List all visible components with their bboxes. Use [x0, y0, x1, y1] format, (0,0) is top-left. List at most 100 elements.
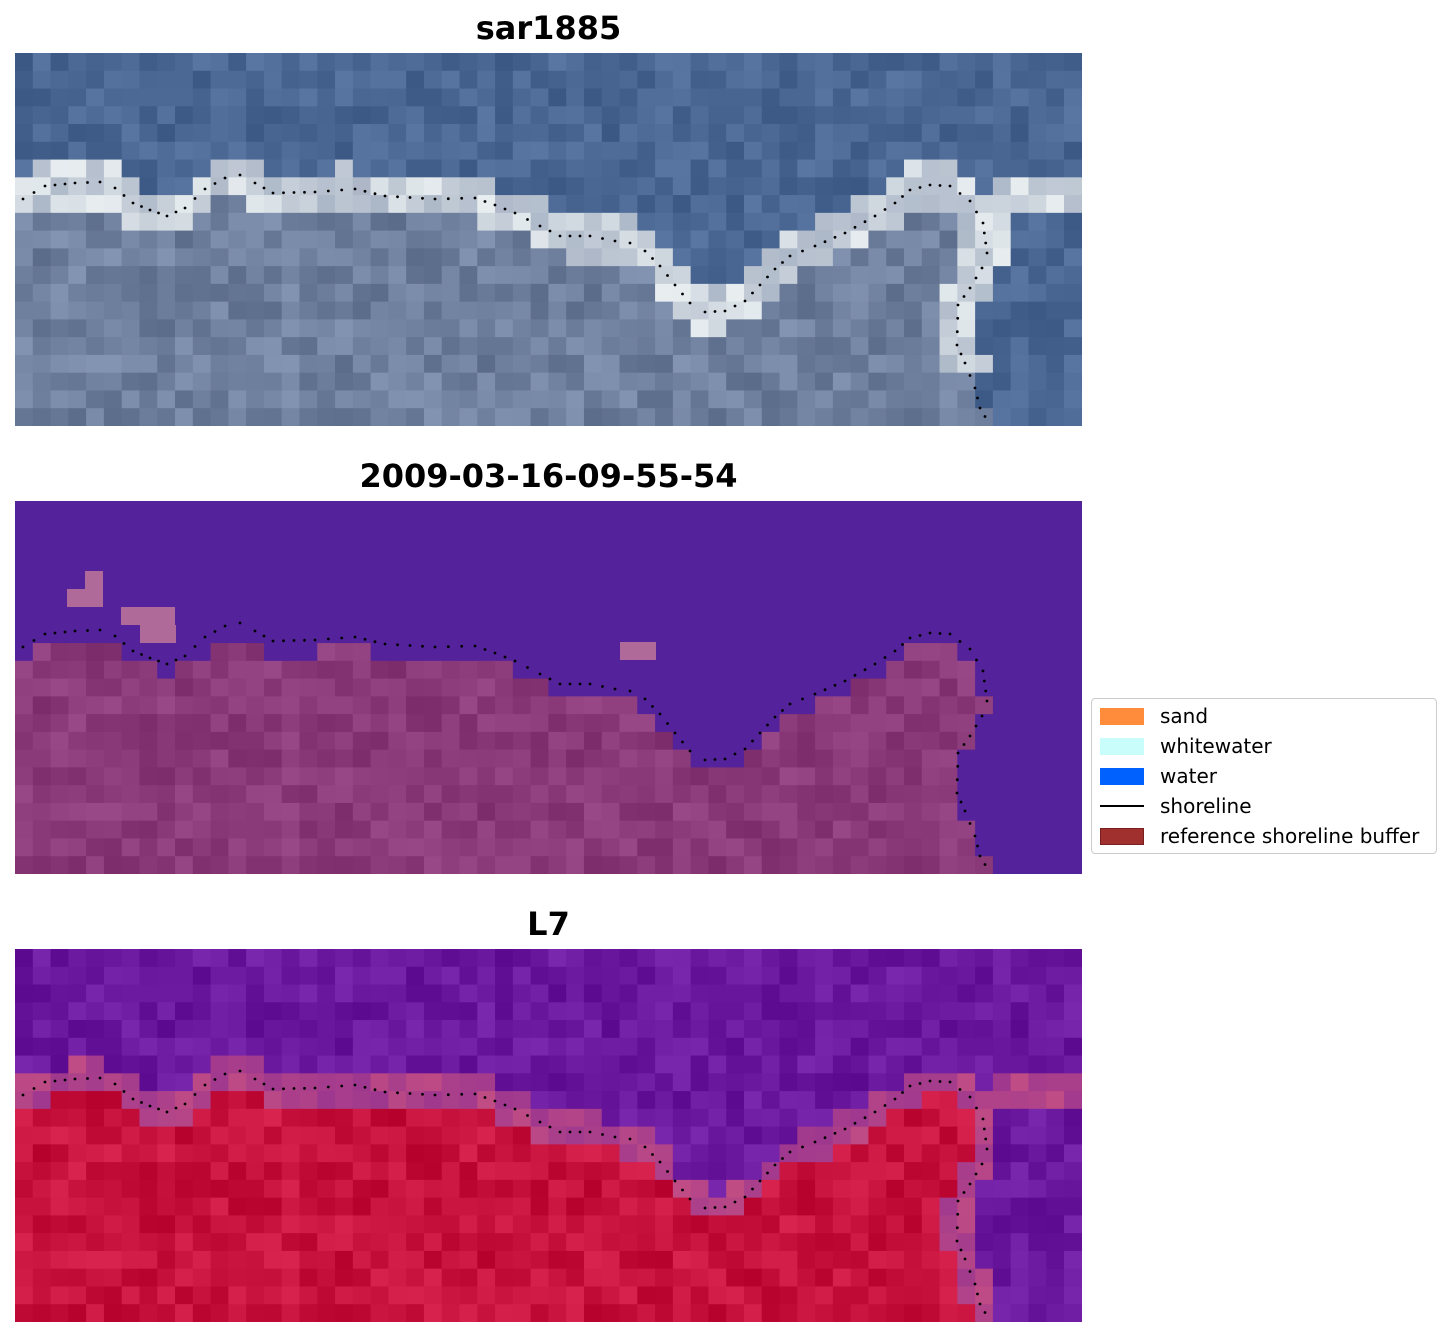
image-pixel — [743, 643, 763, 662]
image-pixel — [708, 749, 727, 768]
image-pixel — [619, 177, 638, 196]
image-pixel — [423, 354, 443, 374]
image-pixel — [32, 195, 52, 214]
image-pixel — [637, 337, 656, 356]
image-pixel — [619, 230, 638, 249]
image-pixel — [815, 88, 834, 107]
image-pixel — [957, 1055, 976, 1074]
image-pixel — [192, 1091, 212, 1110]
sand-swatch — [1100, 707, 1144, 725]
image-pixel — [352, 838, 372, 857]
image-pixel — [1064, 141, 1082, 161]
image-pixel — [850, 1286, 870, 1305]
image-pixel — [1010, 212, 1030, 232]
image-pixel — [495, 1037, 514, 1057]
image-pixel — [1064, 159, 1082, 178]
image-pixel — [1028, 319, 1047, 338]
image-pixel — [477, 195, 496, 214]
image-pixel — [281, 856, 301, 874]
image-pixel — [708, 1037, 727, 1057]
image-pixel — [1028, 159, 1047, 178]
image-pixel — [370, 749, 389, 768]
image-pixel — [761, 1108, 781, 1128]
image-pixel — [672, 1002, 692, 1021]
image-pixel — [441, 354, 461, 374]
shoreline-dot — [148, 656, 152, 660]
image-pixel — [192, 266, 212, 285]
image-pixel — [121, 266, 141, 285]
image-pixel — [761, 802, 781, 822]
image-pixel — [939, 966, 958, 986]
image-pixel — [157, 1037, 176, 1057]
image-pixel — [815, 1286, 834, 1305]
shoreline-dot — [901, 195, 904, 198]
image-pixel — [637, 1108, 656, 1128]
image-pixel — [832, 572, 852, 591]
image-pixel — [512, 572, 532, 591]
image-pixel — [672, 984, 692, 1003]
image-pixel — [1064, 625, 1082, 644]
image-pixel — [352, 625, 372, 644]
image-pixel — [477, 301, 496, 320]
image-pixel — [1010, 1233, 1030, 1252]
shoreline-dot — [893, 201, 897, 205]
image-pixel — [370, 1144, 389, 1163]
image-pixel — [619, 1126, 638, 1145]
image-pixel — [210, 714, 229, 733]
image-pixel — [886, 785, 905, 804]
image-pixel — [743, 230, 763, 249]
image-pixel — [352, 1215, 372, 1234]
image-pixel — [352, 696, 372, 715]
image-pixel — [335, 337, 354, 356]
image-pixel — [1064, 195, 1082, 214]
image-pixel — [797, 820, 816, 840]
image-pixel — [103, 1073, 123, 1092]
image-pixel — [263, 607, 283, 626]
image-pixel — [477, 408, 496, 426]
image-pixel — [1046, 1091, 1065, 1110]
image-pixel — [299, 1055, 318, 1074]
image-pixel — [86, 1286, 105, 1305]
image-pixel — [139, 643, 158, 662]
shoreline-dot — [980, 266, 984, 270]
shoreline-dot — [493, 1099, 497, 1103]
image-pixel — [32, 1233, 52, 1252]
image-pixel — [566, 696, 585, 715]
image-pixel — [939, 1286, 958, 1305]
image-pixel — [904, 820, 923, 840]
shoreline-dot — [766, 1171, 769, 1175]
image-pixel — [370, 354, 389, 374]
image-pixel — [121, 625, 141, 644]
image-pixel — [992, 518, 1012, 538]
image-pixel — [495, 230, 514, 249]
image-pixel — [317, 820, 336, 840]
image-pixel — [477, 372, 496, 392]
image-pixel — [619, 1144, 638, 1163]
image-pixel — [708, 518, 727, 538]
image-pixel — [1046, 984, 1065, 1003]
image-pixel — [281, 1233, 301, 1252]
image-pixel — [228, 625, 247, 644]
shoreline-dot — [928, 631, 932, 635]
image-pixel — [299, 643, 318, 662]
image-pixel — [459, 714, 478, 733]
image-pixel — [655, 572, 674, 591]
image-pixel — [548, 1002, 567, 1021]
image-pixel — [477, 319, 496, 338]
image-pixel — [299, 1037, 318, 1057]
image-pixel — [815, 1144, 834, 1163]
image-pixel — [157, 966, 176, 986]
image-pixel — [619, 802, 638, 822]
image-pixel — [1064, 1002, 1082, 1021]
image-pixel — [263, 372, 283, 392]
image-pixel — [246, 696, 265, 715]
image-pixel — [370, 1126, 389, 1145]
image-pixel — [15, 319, 34, 338]
image-pixel — [708, 785, 727, 804]
image-pixel — [317, 1108, 336, 1128]
image-pixel — [317, 1002, 336, 1021]
image-pixel — [246, 501, 265, 520]
image-pixel — [992, 1073, 1012, 1092]
image-pixel — [601, 70, 621, 90]
image-pixel — [939, 838, 958, 857]
